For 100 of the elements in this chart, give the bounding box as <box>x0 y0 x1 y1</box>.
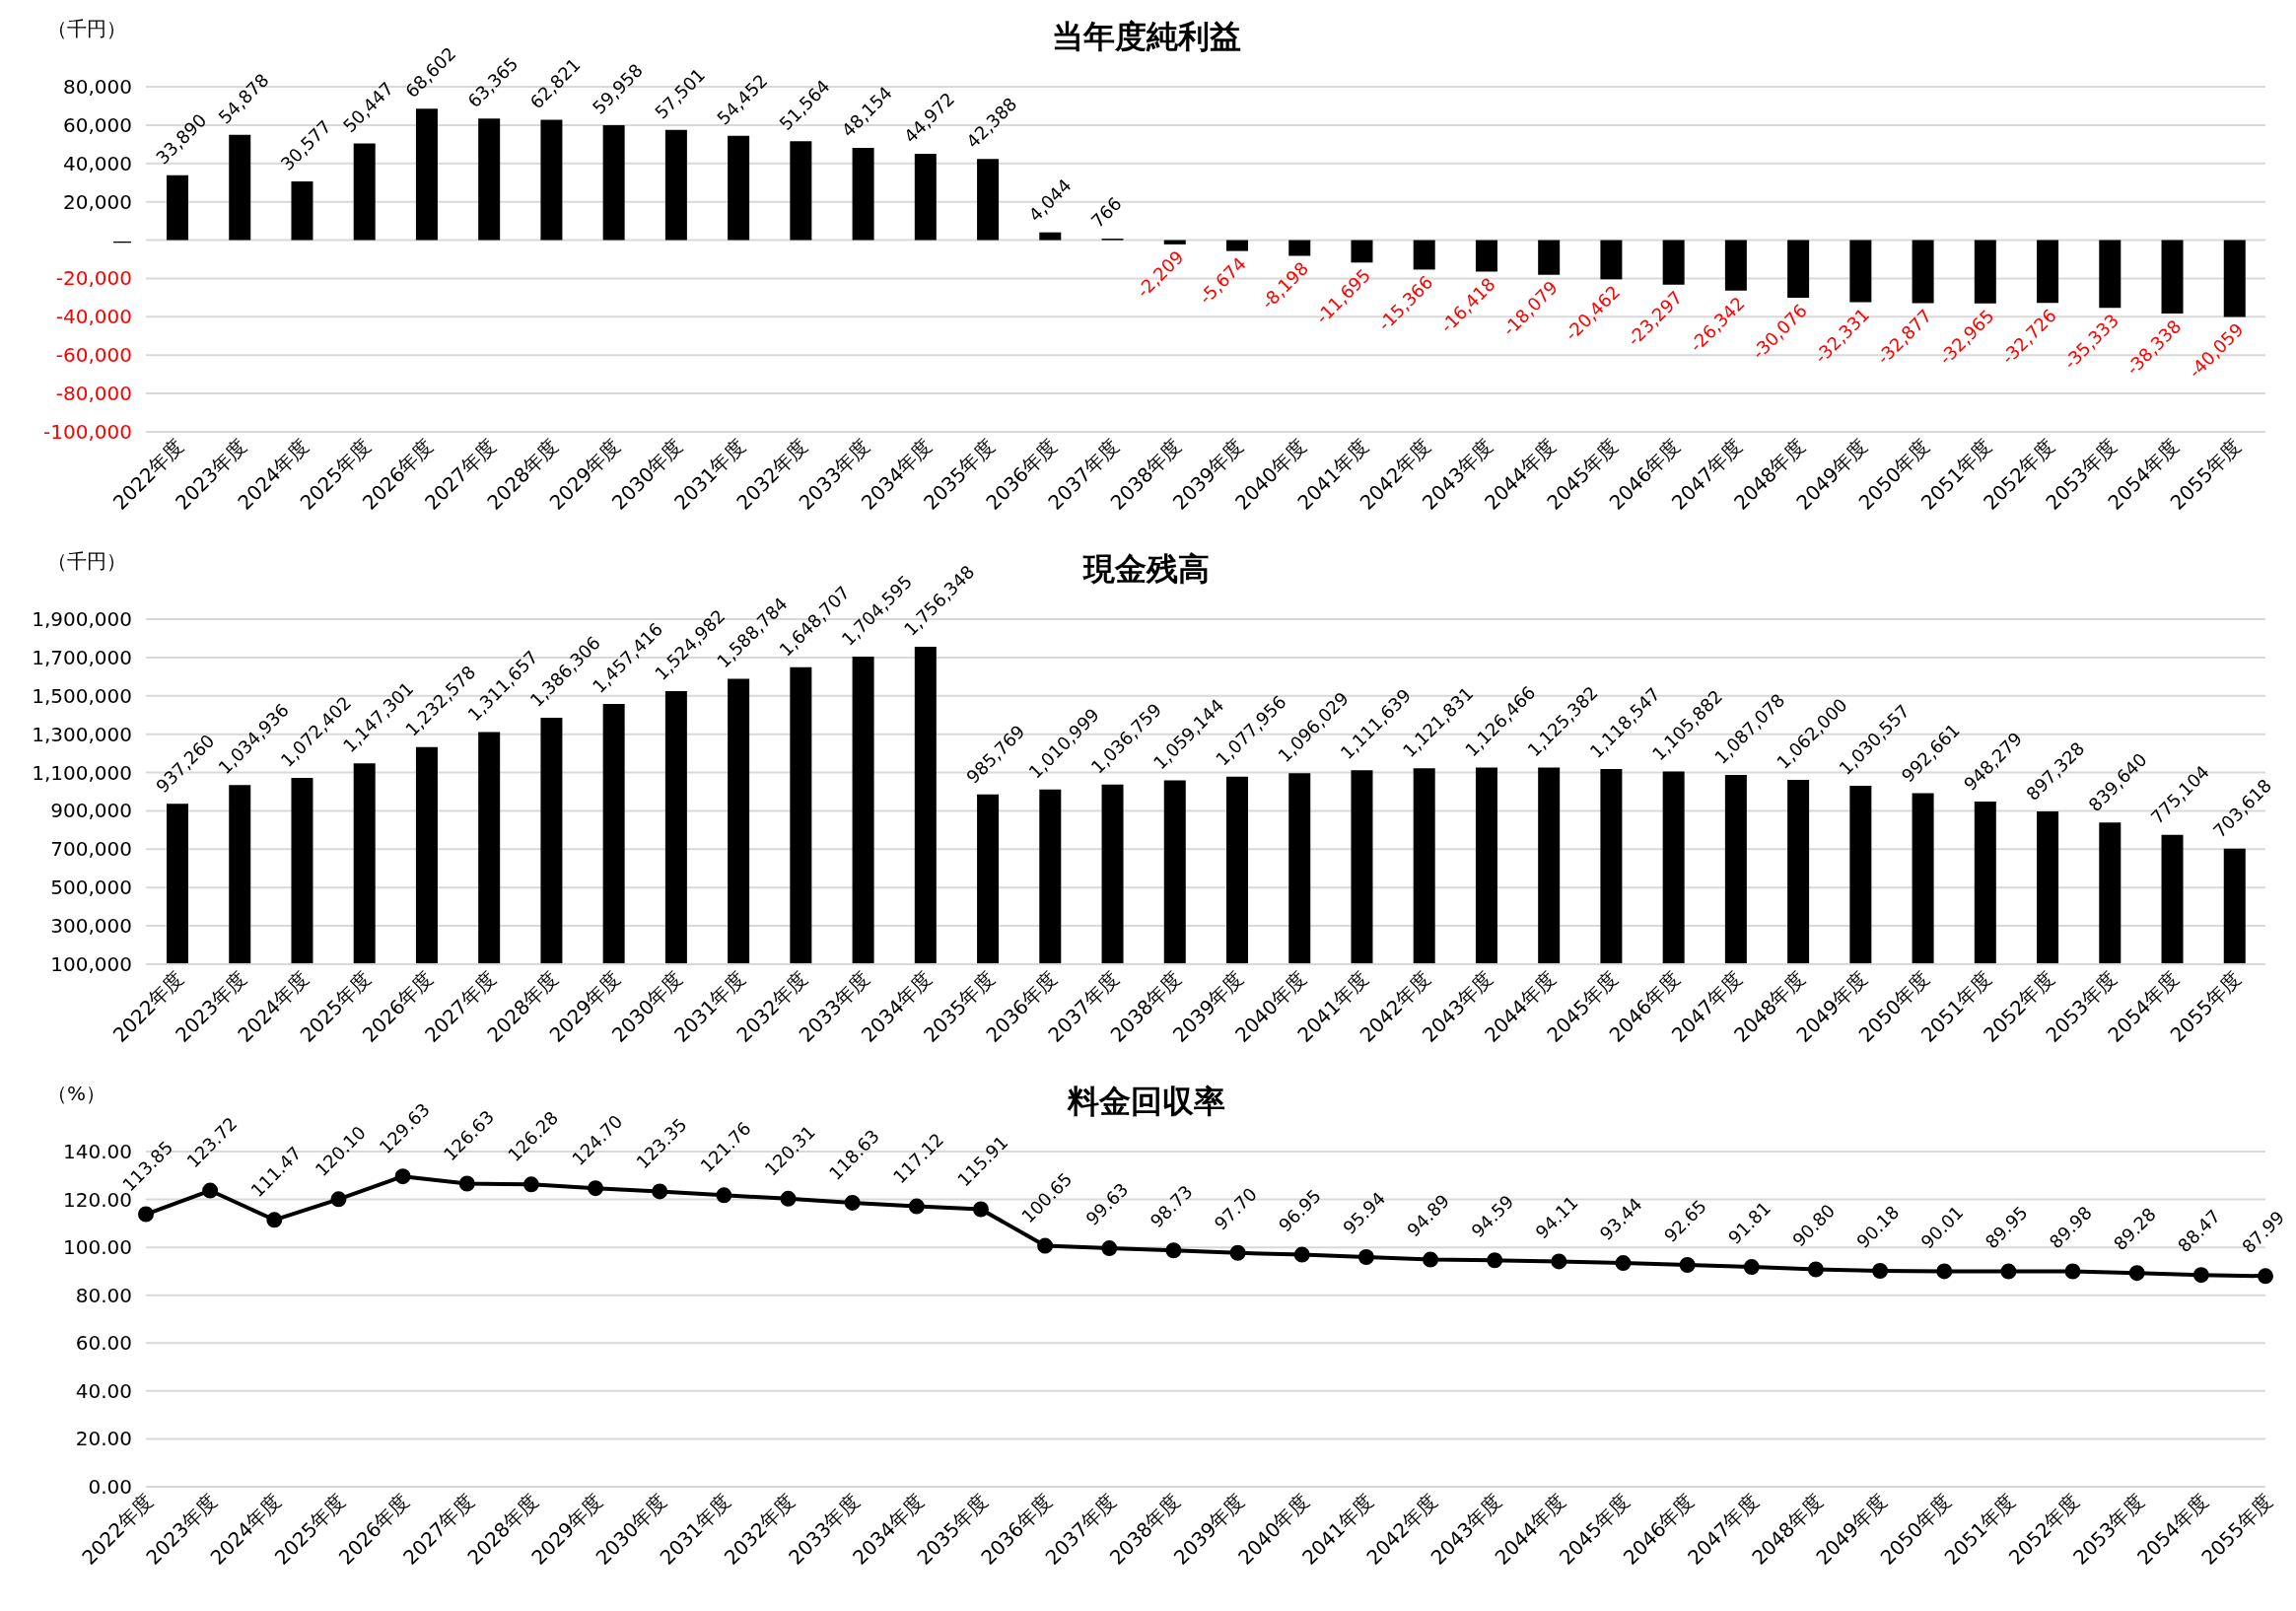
bar <box>2223 240 2246 317</box>
bar <box>2037 240 2059 304</box>
y-tick-label: 40.00 <box>75 1378 132 1403</box>
point <box>2258 1268 2273 1285</box>
point <box>458 1175 475 1192</box>
point <box>1936 1263 1953 1280</box>
point <box>394 1168 411 1185</box>
y-axis-title: （千円） <box>47 16 126 42</box>
y-tick-label: 100.00 <box>63 1235 132 1260</box>
y-tick-label: -20,000 <box>55 266 132 291</box>
point <box>1743 1259 1760 1276</box>
bar <box>478 118 501 241</box>
bar <box>914 154 937 241</box>
y-tick-label: 100,000 <box>50 952 132 976</box>
chart-title: 料金回収率 <box>1068 1083 1225 1120</box>
y-tick-label: 900,000 <box>50 799 132 823</box>
bar <box>1475 240 1497 272</box>
bar <box>728 135 750 241</box>
y-tick-label: -60,000 <box>55 343 132 368</box>
point <box>2128 1265 2145 1282</box>
bar <box>167 175 188 241</box>
point <box>1551 1253 1567 1270</box>
y-tick-label: 1,700,000 <box>32 645 132 669</box>
y-tick-label: 1,900,000 <box>32 607 132 631</box>
bar <box>977 159 1000 241</box>
y-tick-label: 60,000 <box>63 112 132 137</box>
bar <box>790 141 812 241</box>
bar <box>1163 240 1186 245</box>
y-tick-label: 20,000 <box>63 189 132 214</box>
point <box>330 1191 347 1208</box>
data-label: 766 <box>1086 192 1126 232</box>
bar <box>415 108 438 241</box>
y-tick-label: 80,000 <box>63 75 132 99</box>
point <box>652 1183 668 1200</box>
bar <box>1662 240 1685 285</box>
y-tick-label: — <box>112 228 132 252</box>
y-tick-label: -40,000 <box>55 305 132 329</box>
point <box>2064 1263 2081 1280</box>
y-tick-label: 20.00 <box>75 1427 132 1451</box>
point <box>1615 1255 1632 1272</box>
y-tick-label: 80.00 <box>75 1283 132 1307</box>
point <box>1872 1262 1889 1279</box>
y-tick-label: 1,300,000 <box>32 722 132 746</box>
point <box>1229 1244 1246 1261</box>
point <box>1037 1237 1054 1254</box>
point <box>1101 1240 1118 1257</box>
bar <box>353 143 376 241</box>
y-tick-label: 0.00 <box>88 1475 132 1499</box>
bar <box>540 119 563 241</box>
y-axis-title: （千円） <box>47 548 126 575</box>
bar <box>1039 232 1062 241</box>
point <box>1487 1252 1503 1269</box>
point <box>1807 1261 1824 1278</box>
chart-title: 当年度純利益 <box>1052 18 1241 55</box>
bar <box>1600 240 1623 280</box>
bar <box>1538 240 1561 275</box>
point <box>138 1206 154 1223</box>
point <box>972 1201 989 1218</box>
bar <box>1974 240 1996 304</box>
point <box>1679 1256 1696 1273</box>
bar <box>1724 240 1747 291</box>
y-tick-label: 60.00 <box>75 1331 132 1356</box>
bar <box>602 124 625 241</box>
chart-title: 現金残高 <box>1083 550 1210 588</box>
point <box>1165 1242 1182 1259</box>
point <box>1357 1249 1374 1265</box>
y-tick-label: 1,500,000 <box>32 683 132 708</box>
point <box>780 1190 797 1207</box>
point <box>1293 1246 1310 1263</box>
bar <box>2099 240 2122 309</box>
point <box>844 1194 861 1211</box>
y-axis-title: （%） <box>47 1081 106 1107</box>
point <box>2000 1263 2017 1280</box>
bar <box>291 181 313 241</box>
bar <box>1787 240 1810 299</box>
bar <box>852 147 874 241</box>
y-tick-label: 700,000 <box>50 837 132 862</box>
bar <box>1849 240 1872 303</box>
point <box>908 1198 925 1215</box>
y-tick-label: 500,000 <box>50 876 132 900</box>
y-tick-label: -80,000 <box>55 382 132 406</box>
bar <box>664 129 687 241</box>
bar <box>229 134 251 241</box>
point <box>716 1187 732 1204</box>
point <box>2192 1267 2209 1284</box>
bar <box>1351 240 1373 263</box>
bar <box>1912 240 1934 304</box>
y-tick-label: 1,100,000 <box>32 760 132 785</box>
bar <box>1288 240 1311 256</box>
point <box>266 1212 283 1228</box>
point <box>522 1176 539 1193</box>
point <box>588 1180 604 1197</box>
bar <box>1226 240 1248 251</box>
bar <box>2161 240 2184 315</box>
y-tick-label: 40,000 <box>63 151 132 175</box>
point <box>202 1182 219 1199</box>
y-tick-label: 300,000 <box>50 914 132 939</box>
point <box>1423 1251 1439 1268</box>
y-tick-label: -100,000 <box>43 420 132 444</box>
bar <box>1413 240 1435 270</box>
